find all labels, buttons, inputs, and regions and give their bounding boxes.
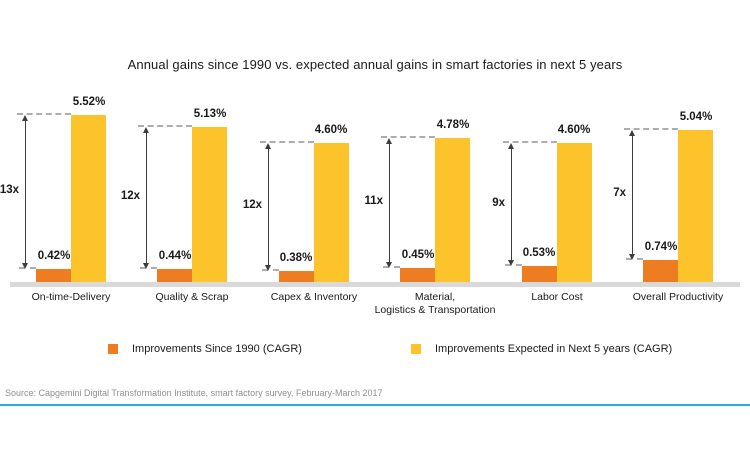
baseline-strip <box>10 282 740 287</box>
value-label-expected: 4.60% <box>314 124 348 136</box>
multiplier-label: 11x <box>364 195 383 207</box>
dashed-line-top <box>260 141 314 143</box>
value-label-since: 0.74% <box>644 241 678 253</box>
bar-expected <box>435 138 470 282</box>
bar-since <box>643 260 678 282</box>
bar-expected <box>314 143 349 282</box>
legend-swatch-expected-icon <box>411 344 421 354</box>
dashed-line-top <box>17 113 71 115</box>
bar-expected <box>557 143 592 282</box>
multiplier-arrow <box>629 130 636 260</box>
source-note: Source: Capgemini Digital Transformation… <box>5 388 383 398</box>
multiplier-arrow <box>22 115 29 269</box>
value-label-expected: 5.04% <box>679 111 713 123</box>
multiplier-label: 12x <box>120 190 140 202</box>
value-label-since: 0.44% <box>158 250 192 262</box>
chart-title: Annual gains since 1990 vs. expected ann… <box>127 57 623 72</box>
legend-label-expected: Improvements Expected in Next 5 years (C… <box>435 343 673 355</box>
category-label: Quality & Scrap <box>155 291 229 303</box>
category-label: Labor Cost <box>531 291 583 303</box>
legend-swatch-since-icon <box>108 344 118 354</box>
value-label-since: 0.42% <box>37 250 71 262</box>
bar-since <box>522 266 557 282</box>
multiplier-arrow <box>386 138 393 268</box>
legend-label-since: Improvements Since 1990 (CAGR) <box>132 343 302 355</box>
legend-item-expected: Improvements Expected in Next 5 years (C… <box>411 343 672 355</box>
value-label-expected: 5.52% <box>72 96 106 108</box>
multiplier-label: 13x <box>0 184 19 196</box>
legend-item-since: Improvements Since 1990 (CAGR) <box>108 343 302 355</box>
dashed-line-top <box>503 141 557 143</box>
value-label-expected: 5.13% <box>193 108 227 120</box>
bar-since <box>400 268 435 282</box>
bar-expected <box>678 130 713 282</box>
dashed-line-top <box>138 125 192 127</box>
value-label-since: 0.45% <box>401 249 435 261</box>
value-label-expected: 4.78% <box>436 119 470 131</box>
multiplier-arrow <box>265 143 272 271</box>
multiplier-arrow <box>508 143 515 266</box>
category-label: Capex & Inventory <box>270 291 358 303</box>
multiplier-label: 12x <box>242 199 262 211</box>
dashed-line-top <box>624 128 678 130</box>
divider-line <box>0 404 750 406</box>
bar-expected <box>192 127 227 282</box>
dashed-line-top <box>381 136 435 138</box>
multiplier-label: 7x <box>613 187 626 199</box>
bar-since <box>157 269 192 282</box>
value-label-expected: 4.60% <box>557 124 591 136</box>
category-label: Material, Logistics & Transportation <box>374 291 496 316</box>
bar-since <box>279 271 314 282</box>
value-label-since: 0.38% <box>279 252 313 264</box>
value-label-since: 0.53% <box>522 247 556 259</box>
bar-since <box>36 269 71 282</box>
bar-expected <box>71 115 106 282</box>
category-label: Overall Productivity <box>632 291 724 303</box>
multiplier-arrow <box>143 127 150 269</box>
multiplier-label: 9x <box>492 197 505 209</box>
category-label: On-time-Delivery <box>31 291 111 303</box>
